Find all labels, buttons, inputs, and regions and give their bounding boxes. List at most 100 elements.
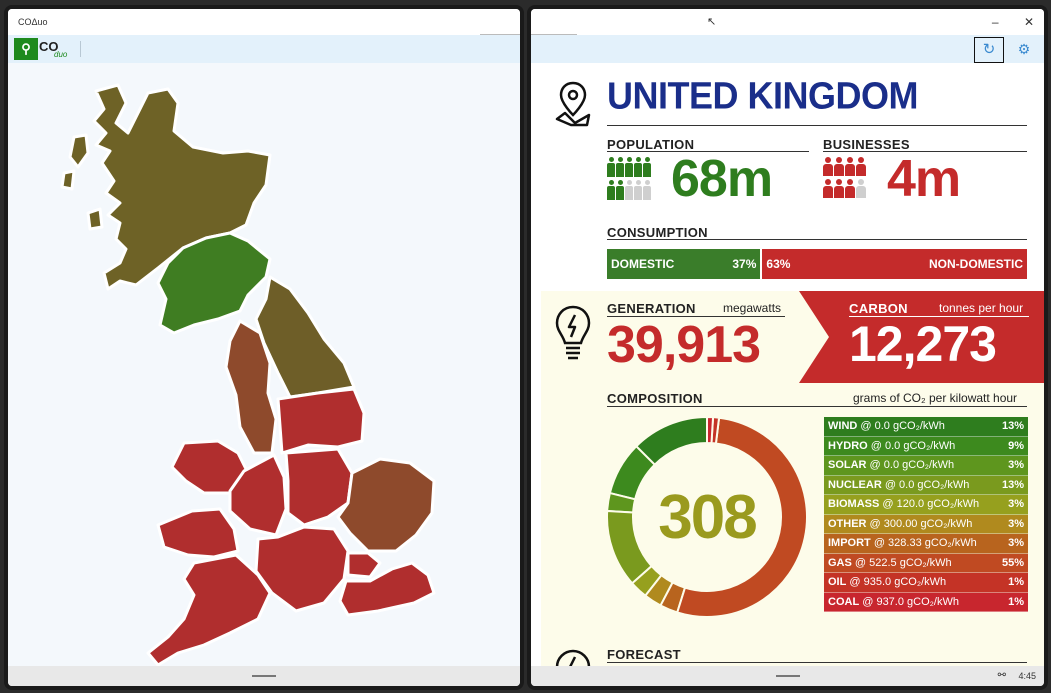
composition-row: HYDRO @ 0.0 gCO₂/kWh 9% — [824, 436, 1028, 456]
composition-rule — [607, 406, 1027, 407]
status-bar: ⚯ 4:45 — [531, 666, 1044, 686]
region-east-england[interactable] — [336, 457, 436, 553]
business-person-icon — [834, 157, 844, 177]
person-icon — [625, 180, 633, 201]
person-icon — [634, 157, 642, 178]
carbon-panel: CARBON tonnes per hour 12,273 — [799, 291, 1044, 383]
minimize-button[interactable]: – — [991, 15, 999, 29]
source-rate: @ 300.00 gCO₂/kWh — [866, 517, 973, 530]
carbon-rule — [849, 316, 1029, 317]
businesses-pictogram — [823, 157, 867, 199]
source-name: OTHER — [828, 517, 867, 530]
composition-row: NUCLEAR @ 0.0 gCO₂/kWh 13% — [824, 475, 1028, 495]
person-icon — [607, 180, 615, 201]
population-value: 68m — [671, 150, 773, 208]
left-resize-handle[interactable] — [252, 675, 276, 677]
app-bar: ⚲ CO duo — [8, 35, 520, 63]
donut-segment-gas — [675, 416, 808, 618]
business-person-icon — [834, 179, 844, 199]
source-name: SOLAR — [828, 459, 867, 472]
composition-label: COMPOSITION — [607, 391, 703, 406]
person-icon — [607, 157, 615, 178]
source-rate: @ 937.0 gCO₂/kWh — [859, 595, 959, 608]
source-pct: 3% — [1008, 537, 1024, 550]
overview-section: UNITED KINGDOM POPULATION 68m BUSINESSES… — [541, 63, 1044, 291]
left-bottom-bar — [8, 666, 520, 686]
region-north-scotland[interactable] — [92, 83, 272, 291]
region-south-wales[interactable] — [156, 507, 240, 559]
region-north-east-england[interactable] — [254, 275, 356, 399]
close-button[interactable]: ✕ — [1023, 15, 1034, 29]
source-rate: @ 935.0 gCO₂/kWh — [846, 576, 947, 589]
network-icon[interactable]: ⚯ — [997, 670, 1006, 681]
source-pct: 3% — [1008, 498, 1024, 511]
consumption-label: CONSUMPTION — [607, 225, 708, 240]
composition-table: WIND @ 0.0 gCO₂/kWh 13% HYDRO @ 0.0 gCO₂/k… — [824, 417, 1028, 612]
composition-row: SOLAR @ 0.0 gCO₂/kWh 3% — [824, 456, 1028, 476]
source-name: BIOMASS — [828, 498, 880, 511]
source-name: COAL — [828, 595, 860, 608]
source-name: WIND — [828, 420, 858, 433]
forecast-icon — [555, 649, 591, 668]
composition-row: IMPORT @ 328.33 gCO₂/kWh 3% — [824, 534, 1028, 554]
region-south-england[interactable] — [254, 525, 350, 613]
settings-button[interactable]: ⚙ — [1014, 38, 1034, 60]
source-pct: 3% — [1008, 517, 1024, 530]
location-pin-icon — [555, 81, 591, 127]
source-rate: @ 0.0 gCO₂/kWh — [867, 439, 956, 452]
population-label: POPULATION — [607, 137, 695, 152]
composition-row: OTHER @ 300.00 gCO₂/kWh 3% — [824, 514, 1028, 534]
carbon-label: CARBON — [849, 301, 908, 316]
business-person-icon — [845, 157, 855, 177]
generation-section: GENERATION megawatts 39,913 CARBON tonne… — [541, 291, 1044, 668]
consumption-rule — [607, 239, 1027, 240]
clock: 4:45 — [1018, 671, 1036, 681]
generation-value: 39,913 — [607, 316, 761, 374]
source-rate: @ 328.33 gCO₂/kWh — [870, 537, 977, 550]
refresh-button[interactable]: ↻ — [974, 37, 1004, 63]
gear-icon: ⚙ — [1017, 41, 1031, 57]
region-south-west-england[interactable] — [146, 553, 272, 667]
region-south-scotland[interactable] — [156, 231, 272, 335]
source-pct: 1% — [1008, 595, 1024, 608]
region-south-east-england[interactable] — [338, 561, 436, 617]
person-icon — [643, 180, 651, 201]
map-window: COΔuo ⚲ CO duo — [4, 5, 524, 690]
composition-donut — [606, 415, 808, 618]
population-pictogram — [607, 157, 652, 201]
source-pct: 13% — [1001, 420, 1024, 433]
source-pct: 9% — [1008, 439, 1024, 452]
source-pct: 3% — [1008, 459, 1024, 472]
business-person-icon — [856, 179, 866, 199]
nondomestic-label: NON-DOMESTIC — [928, 257, 1023, 271]
source-rate: @ 0.0 gCO₂/kWh — [881, 478, 970, 491]
region-east-midlands[interactable] — [284, 447, 354, 527]
person-icon — [643, 157, 651, 178]
window-title: COΔuo — [18, 17, 48, 27]
right-resize-handle[interactable] — [775, 675, 800, 677]
region-london[interactable] — [346, 551, 382, 579]
divider — [80, 41, 81, 57]
region-yorkshire[interactable] — [276, 387, 366, 455]
forecast-label: FORECAST — [607, 647, 681, 662]
region-north-scotland-isle-b — [60, 169, 76, 191]
dashboard-content: UNITED KINGDOM POPULATION 68m BUSINESSES… — [541, 63, 1044, 668]
logo-text: CO — [39, 39, 59, 54]
region-north-scotland-isle-a — [68, 133, 90, 169]
generation-unit: megawatts — [723, 301, 782, 315]
carbon-intensity-value: 308 — [658, 482, 757, 552]
uk-map — [8, 63, 520, 667]
donut-segment-coal — [706, 415, 715, 445]
consumption-nondomestic: 63% NON-DOMESTIC — [762, 249, 1027, 279]
business-person-icon — [856, 157, 866, 177]
consumption-bar: DOMESTIC 37% 63% NON-DOMESTIC — [607, 249, 1027, 279]
source-name: OIL — [828, 576, 847, 589]
source-pct: 1% — [1008, 576, 1024, 589]
lightbulb-icon — [555, 305, 591, 360]
population-rule — [607, 151, 809, 152]
region-north-west-england[interactable] — [224, 319, 278, 455]
source-name: IMPORT — [828, 537, 871, 550]
region-west-midlands[interactable] — [228, 453, 288, 537]
carbon-value: 12,273 — [849, 316, 997, 372]
business-person-icon — [823, 157, 833, 177]
